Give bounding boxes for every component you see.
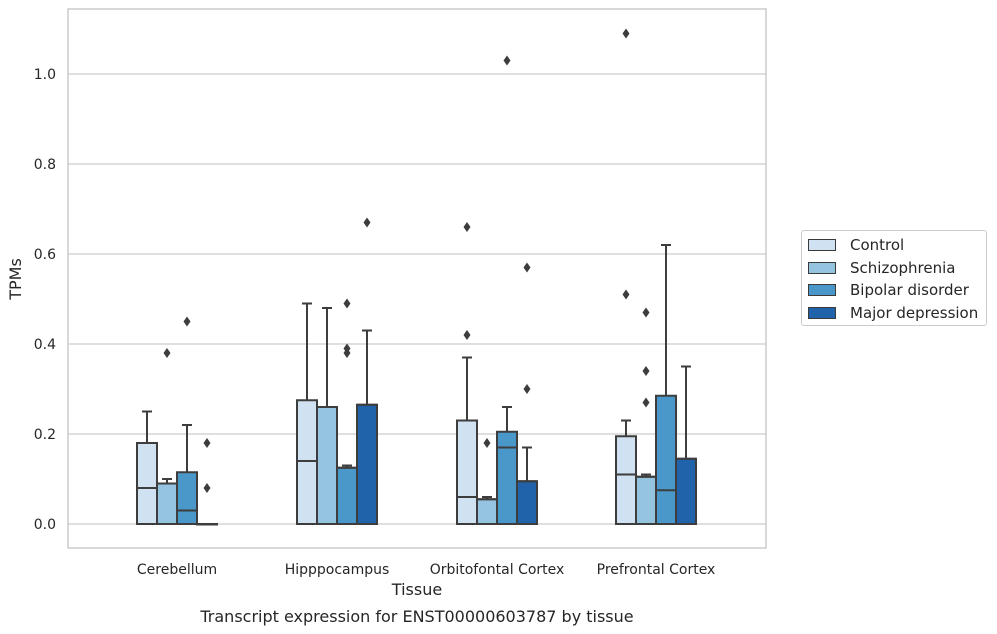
outlier-point [622, 289, 630, 300]
box [136, 442, 158, 525]
outlier-point [642, 307, 650, 318]
box [675, 457, 697, 525]
box [476, 498, 498, 525]
box [635, 475, 657, 525]
outlier-point [163, 348, 171, 358]
outlier-point [463, 222, 471, 232]
x-axis-label: Tissue [391, 580, 442, 599]
box [516, 480, 538, 525]
box-marks [136, 28, 697, 526]
outlier-point [503, 55, 511, 66]
box [356, 403, 378, 525]
outlier-point [203, 438, 211, 448]
box-schizophrenia [316, 307, 338, 525]
x-tick-label: Hipppocampus [285, 562, 390, 578]
legend-label: Schizophrenia [850, 259, 956, 277]
legend-label: Control [850, 236, 905, 254]
box-control [615, 28, 637, 525]
legend-item-bipolar-disorder: Bipolar disorder [808, 280, 969, 300]
y-tick-label: 0.8 [34, 157, 56, 173]
box-bipolar-disorder [496, 55, 518, 525]
y-axis-label: TPMs [6, 258, 25, 301]
box [176, 471, 198, 525]
legend-swatch-schizophrenia [808, 262, 836, 274]
y-tick-labels: 0.0 0.2 0.4 0.6 0.8 1.0 [34, 67, 56, 533]
legend-swatch-major-depression [808, 307, 836, 319]
box-major-depression [675, 365, 697, 525]
box-major-depression [516, 262, 538, 525]
box-control [456, 222, 478, 525]
outlier-point [183, 316, 191, 327]
box-control [136, 410, 158, 525]
y-tick-label: 0.0 [34, 517, 56, 533]
box-bipolar-disorder [655, 244, 677, 525]
x-tick-label: Prefrontal Cortex [597, 562, 716, 578]
outlier-point [483, 438, 491, 448]
x-tick-label: Cerebellum [137, 562, 217, 578]
outlier-point [642, 397, 650, 408]
box-schizophrenia [635, 307, 657, 525]
box [296, 399, 318, 525]
box-schizophrenia [156, 348, 178, 525]
x-tick-labels: Cerebellum Hipppocampus Orbitofontal Corte… [137, 562, 715, 578]
box-control [296, 302, 318, 525]
legend-item-control: Control [808, 235, 904, 255]
box [316, 406, 338, 525]
box-major-depression [356, 217, 378, 525]
outlier-point [363, 217, 371, 228]
outlier-point [463, 330, 471, 340]
outlier-point [642, 366, 650, 376]
box [655, 394, 677, 525]
box-major-depression [196, 438, 218, 526]
legend-item-major-depression: Major depression [808, 303, 978, 323]
outlier-point [622, 28, 630, 39]
plot-frame [67, 8, 767, 549]
legend-swatch-control [808, 239, 836, 251]
chart-title: Transcript expression for ENST0000060378… [199, 607, 633, 626]
box [456, 419, 478, 525]
box [336, 466, 358, 525]
legend-swatch-bipolar-disorder [808, 284, 836, 296]
outlier-point [343, 298, 351, 309]
box-bipolar-disorder [336, 298, 358, 525]
outlier-point [523, 384, 531, 394]
y-tick-label: 1.0 [34, 67, 56, 83]
legend-label: Major depression [850, 304, 979, 322]
legend-item-schizophrenia: Schizophrenia [808, 258, 955, 278]
box [496, 430, 518, 525]
box [156, 482, 178, 525]
y-tick-label: 0.6 [34, 247, 56, 263]
legend: Control Schizophrenia Bipolar disorder M… [801, 230, 987, 326]
y-tick-label: 0.4 [34, 337, 56, 353]
box [615, 435, 637, 525]
legend-label: Bipolar disorder [850, 281, 969, 299]
y-tick-label: 0.2 [34, 427, 56, 443]
box-schizophrenia [476, 438, 498, 525]
box-bipolar-disorder [176, 316, 198, 525]
outlier-point [523, 262, 531, 273]
x-tick-label: Orbitofontal Cortex [430, 562, 565, 578]
outlier-point [203, 483, 211, 493]
outlier-point [343, 343, 351, 354]
